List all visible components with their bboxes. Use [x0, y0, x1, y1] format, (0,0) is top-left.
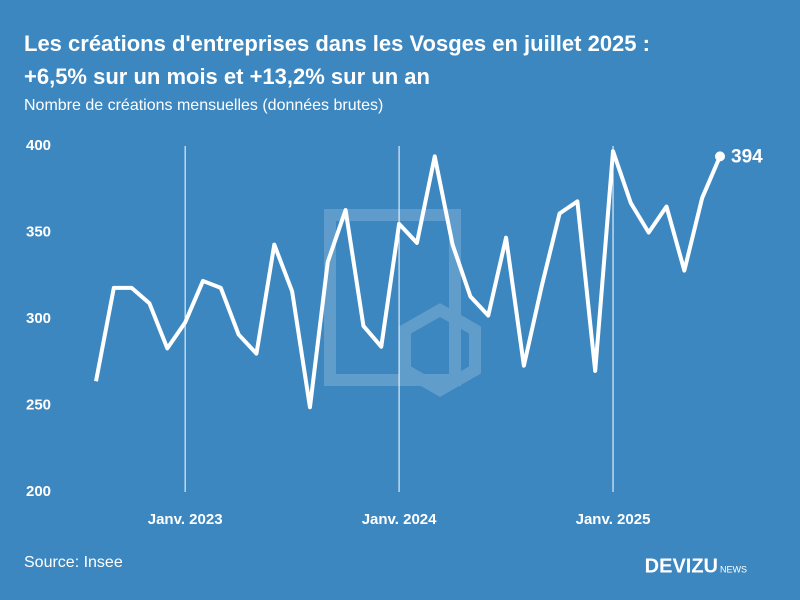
brand: DEVIZU — [645, 555, 718, 577]
x-tick-label: Janv. 2024 — [362, 511, 437, 528]
y-tick-label: 300 — [26, 310, 51, 327]
end-point — [715, 151, 725, 162]
y-tick-label: 400 — [26, 137, 51, 154]
x-tick-label: Janv. 2025 — [576, 511, 651, 528]
watermark — [324, 209, 481, 397]
chart-title: Les créations d'entreprises dans les Vos… — [24, 31, 650, 56]
x-tick-label: Janv. 2023 — [148, 511, 223, 528]
subtitle: Nombre de créations mensuelles (données … — [24, 97, 383, 114]
end-label: 394 — [731, 146, 763, 167]
y-tick-label: 350 — [26, 223, 51, 240]
y-tick-label: 250 — [26, 396, 51, 413]
brand-suffix: NEWS — [720, 564, 747, 574]
source: Source: Insee — [24, 554, 123, 571]
chart-title: +6,5% sur un mois et +13,2% sur un an — [24, 64, 430, 89]
line — [94, 149, 722, 410]
y-tick-label: 200 — [26, 483, 51, 500]
